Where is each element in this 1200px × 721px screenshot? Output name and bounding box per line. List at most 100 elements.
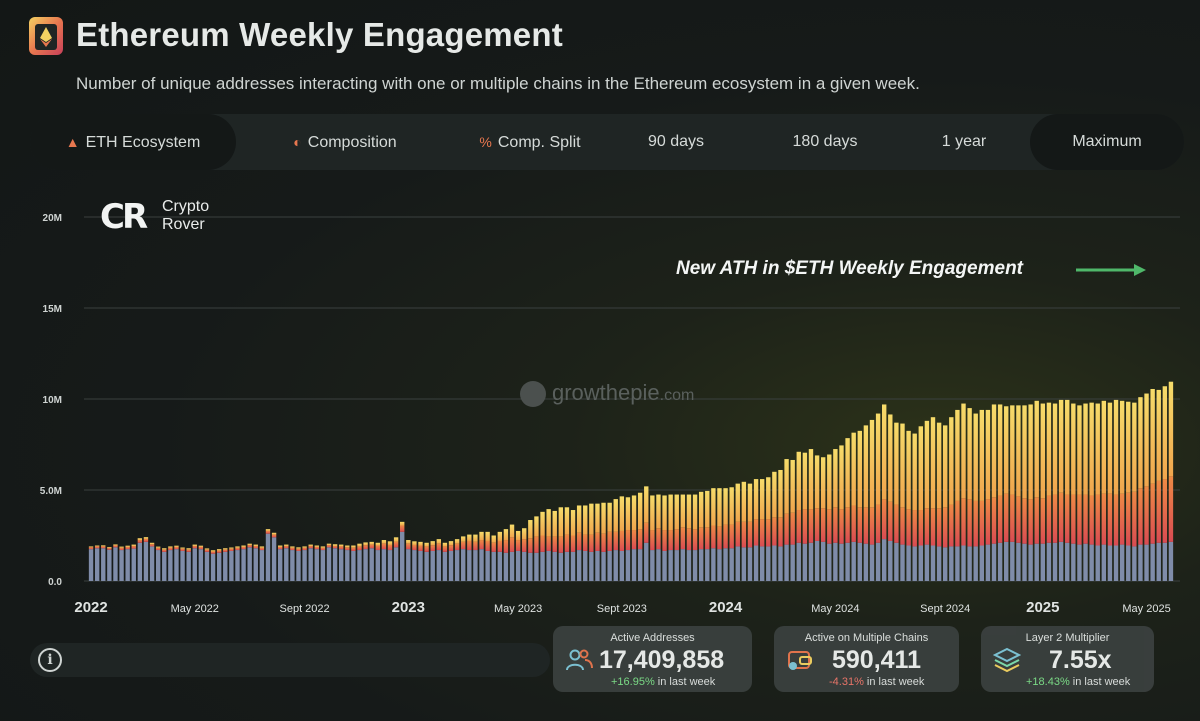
bar-segment-multi[interactable] — [363, 545, 368, 550]
bar-segment-single-chain[interactable] — [753, 545, 759, 581]
bar-segment-single-chain[interactable] — [662, 550, 667, 581]
bar-segment-single-chain[interactable] — [766, 546, 771, 581]
bar-segment-single-chain[interactable] — [192, 548, 197, 581]
bar-segment-multi[interactable] — [705, 527, 710, 550]
bar-segment-top[interactable] — [1126, 401, 1131, 493]
bar-segment-single-chain[interactable] — [198, 549, 204, 581]
bar-segment-single-chain[interactable] — [857, 542, 862, 581]
bar-segment-top[interactable] — [1077, 405, 1082, 495]
bar-segment-single-chain[interactable] — [448, 550, 454, 581]
bar-segment-multi[interactable] — [723, 524, 728, 549]
bar-segment-single-chain[interactable] — [705, 549, 710, 581]
bar-segment-single-chain[interactable] — [808, 542, 814, 581]
bar-segment-top[interactable] — [631, 495, 637, 531]
bar-segment-single-chain[interactable] — [107, 549, 112, 581]
bar-segment-top[interactable] — [662, 495, 667, 531]
bar-segment-multi[interactable] — [967, 499, 972, 547]
bar-segment-top[interactable] — [705, 490, 710, 528]
bar-segment-multi[interactable] — [808, 509, 814, 543]
bar-segment-single-chain[interactable] — [820, 541, 826, 581]
bar-segment-single-chain[interactable] — [943, 547, 948, 581]
bar-segment-top[interactable] — [1089, 402, 1094, 496]
bar-segment-single-chain[interactable] — [1077, 544, 1082, 581]
bar-segment-top[interactable] — [223, 548, 228, 550]
bar-segment-multi[interactable] — [491, 542, 496, 552]
bar-segment-single-chain[interactable] — [88, 549, 94, 581]
bar-segment-multi[interactable] — [784, 513, 789, 545]
bar-segment-single-chain[interactable] — [1168, 541, 1174, 581]
bar-segment-multi[interactable] — [326, 545, 332, 548]
bar-segment-top[interactable] — [461, 536, 466, 542]
bar-segment-multi[interactable] — [863, 507, 869, 544]
bar-segment-top[interactable] — [265, 529, 271, 531]
bar-segment-single-chain[interactable] — [1040, 543, 1046, 581]
bar-segment-top[interactable] — [351, 545, 356, 548]
bar-segment-top[interactable] — [448, 541, 454, 546]
bar-segment-multi[interactable] — [778, 517, 783, 547]
bar-segment-single-chain[interactable] — [900, 544, 905, 581]
bar-segment-top[interactable] — [1022, 405, 1027, 499]
bar-segment-single-chain[interactable] — [1126, 545, 1131, 581]
bar-segment-multi[interactable] — [1077, 494, 1082, 545]
bar-segment-top[interactable] — [814, 455, 820, 509]
bar-segment-multi[interactable] — [930, 508, 936, 546]
bar-segment-multi[interactable] — [1162, 479, 1168, 543]
bar-segment-single-chain[interactable] — [381, 549, 387, 581]
bar-segment-top[interactable] — [430, 541, 435, 546]
bar-segment-top[interactable] — [576, 505, 582, 533]
bar-segment-top[interactable] — [101, 545, 106, 547]
bar-segment-single-chain[interactable] — [875, 542, 881, 581]
bar-segment-single-chain[interactable] — [601, 551, 606, 581]
bar-segment-top[interactable] — [943, 425, 948, 508]
bar-segment-top[interactable] — [308, 544, 313, 547]
bar-segment-single-chain[interactable] — [906, 545, 911, 581]
bar-segment-multi[interactable] — [558, 536, 564, 553]
bar-segment-single-chain[interactable] — [778, 546, 783, 581]
bar-segment-top[interactable] — [107, 546, 112, 548]
bar-segment-single-chain[interactable] — [936, 546, 942, 581]
bar-segment-top[interactable] — [113, 544, 118, 546]
bar-segment-top[interactable] — [839, 445, 844, 510]
bar-segment-multi[interactable] — [155, 547, 161, 551]
bar-segment-top[interactable] — [546, 509, 551, 537]
bar-segment-single-chain[interactable] — [320, 550, 326, 581]
bar-segment-multi[interactable] — [698, 527, 704, 550]
bar-segment-top[interactable] — [827, 454, 832, 510]
bar-segment-single-chain[interactable] — [546, 550, 551, 581]
bar-segment-multi[interactable] — [515, 540, 521, 551]
bar-segment-single-chain[interactable] — [625, 550, 631, 581]
bar-segment-top[interactable] — [918, 426, 923, 511]
bar-segment-multi[interactable] — [546, 536, 551, 551]
bar-segment-single-chain[interactable] — [259, 550, 265, 581]
bar-segment-single-chain[interactable] — [631, 549, 637, 581]
bar-segment-multi[interactable] — [1095, 494, 1100, 546]
bar-segment-top[interactable] — [564, 507, 570, 535]
bar-segment-multi[interactable] — [339, 546, 344, 550]
bar-segment-multi[interactable] — [637, 529, 643, 550]
bar-segment-top[interactable] — [137, 538, 143, 541]
bar-segment-top[interactable] — [253, 544, 258, 547]
bar-segment-single-chain[interactable] — [229, 550, 234, 581]
bar-segment-single-chain[interactable] — [784, 544, 789, 581]
bar-segment-single-chain[interactable] — [351, 550, 356, 581]
bar-segment-top[interactable] — [155, 546, 161, 548]
bar-segment-multi[interactable] — [168, 547, 173, 551]
bar-segment-single-chain[interactable] — [1034, 543, 1039, 581]
bar-segment-multi[interactable] — [223, 549, 228, 552]
bar-segment-multi[interactable] — [485, 540, 490, 551]
bar-segment-single-chain[interactable] — [1150, 543, 1155, 581]
bar-segment-single-chain[interactable] — [619, 550, 625, 581]
bar-segment-top[interactable] — [589, 503, 594, 535]
bar-segment-multi[interactable] — [668, 530, 673, 551]
bar-segment-multi[interactable] — [1083, 494, 1088, 544]
bar-segment-multi[interactable] — [369, 544, 374, 549]
bar-segment-top[interactable] — [1138, 397, 1143, 489]
bar-segment-single-chain[interactable] — [509, 551, 515, 581]
bar-segment-multi[interactable] — [790, 512, 795, 545]
bar-segment-top[interactable] — [613, 499, 618, 532]
bar-segment-single-chain[interactable] — [595, 550, 600, 581]
bar-segment-multi[interactable] — [259, 547, 265, 551]
bar-segment-top[interactable] — [802, 452, 808, 510]
bar-segment-multi[interactable] — [204, 549, 210, 552]
bar-segment-single-chain[interactable] — [503, 552, 509, 581]
